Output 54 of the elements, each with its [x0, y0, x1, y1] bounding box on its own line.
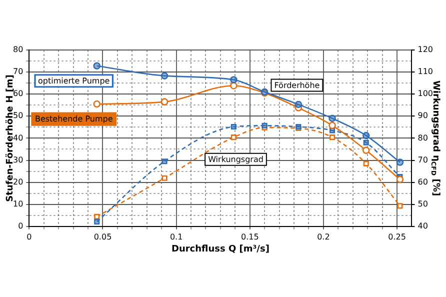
x-tick-label: 0.25	[388, 232, 406, 242]
y-tick-label: 10	[12, 199, 24, 208]
point	[363, 160, 369, 166]
y2-tick-label: 60	[418, 177, 428, 186]
y-tick-label: 20	[12, 177, 24, 186]
y2-tick-label: 50	[418, 199, 428, 208]
y-tick-label: 40	[12, 133, 24, 142]
point	[362, 146, 370, 154]
point	[162, 158, 168, 164]
point	[230, 76, 238, 84]
annotation: Wirkungsgrad	[208, 154, 264, 164]
y2-tick-label: 90	[418, 111, 428, 120]
point	[230, 124, 236, 130]
point	[396, 158, 404, 166]
point	[94, 214, 100, 220]
x-tick-label: 0.15	[240, 232, 259, 242]
point	[328, 122, 336, 130]
point	[294, 100, 302, 108]
x-tick-label: 0.1	[170, 232, 183, 242]
y-tick-label: 30	[12, 155, 24, 164]
y-tick-label: 60	[12, 89, 24, 98]
y2-tick-label: 120	[418, 45, 434, 54]
point	[162, 175, 168, 181]
x-tick-label: 0.2	[317, 232, 330, 242]
point	[160, 72, 168, 80]
y-tick-label: 80	[12, 45, 24, 54]
point	[330, 134, 336, 140]
point	[362, 132, 370, 140]
point	[93, 62, 101, 70]
y-tick-label: 70	[12, 67, 24, 76]
y2-tick-label: 40	[418, 221, 428, 230]
series-label: optimierte Pumpe	[38, 76, 110, 86]
y-tick-label: 50	[12, 111, 24, 120]
annotation: Förderhöhe	[274, 80, 320, 90]
y2-tick-label: 80	[418, 133, 428, 142]
point	[397, 203, 403, 209]
y2-tick-label: 70	[418, 155, 428, 164]
point	[294, 104, 302, 112]
point	[94, 219, 100, 225]
point	[230, 134, 236, 140]
x-tick-label: 0.05	[94, 232, 112, 242]
point	[230, 82, 238, 90]
point	[328, 114, 336, 122]
x-axis-title: Durchfluss Q [m³/s]	[171, 244, 270, 255]
point	[363, 140, 369, 146]
point	[330, 128, 336, 134]
point	[396, 176, 404, 184]
y2-tick-label: 110	[418, 67, 434, 76]
series-label: Bestehende Pumpe	[34, 114, 113, 124]
point	[93, 100, 101, 108]
y-tick-label: 0	[18, 221, 24, 230]
x-tick-label: 0	[26, 232, 32, 242]
point	[160, 98, 168, 106]
y2-tick-label: 100	[418, 89, 434, 98]
